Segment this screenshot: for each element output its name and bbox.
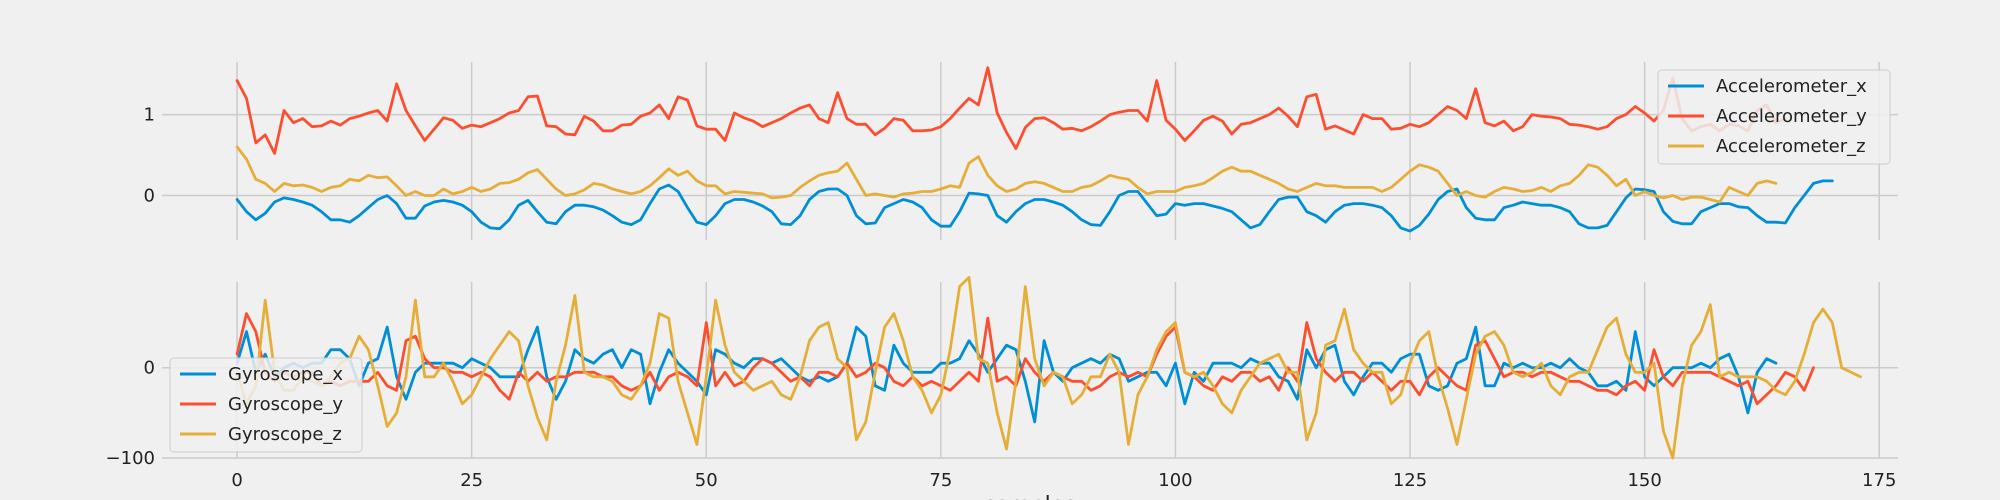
legend-label: Gyroscope_y	[228, 394, 343, 415]
y-tick-label: 0	[144, 186, 155, 207]
legend-frame	[1657, 69, 1891, 165]
y-tick-label: −100	[106, 448, 155, 469]
legend-frame	[169, 357, 363, 453]
series-line-accelerometer_z	[235, 145, 1778, 204]
legend: Gyroscope_x Gyroscope_y Gyroscope_z	[169, 357, 363, 453]
x-tick-label: 75	[929, 470, 952, 491]
legend-label: Accelerometer_x	[1716, 76, 1867, 97]
series-line-gyroscope_x	[235, 325, 1778, 424]
x-tick-label: 50	[695, 470, 718, 491]
y-tick-label: 0	[144, 358, 155, 379]
series-line-accelerometer_y	[235, 66, 1787, 155]
accelerometer-chart: 01Accelerometer_xAccelerometer_yAccelero…	[144, 62, 1898, 240]
x-tick-label: 25	[460, 470, 483, 491]
legend-label: Accelerometer_z	[1716, 136, 1866, 157]
x-tick-label: 150	[1627, 470, 1661, 491]
legend: Accelerometer_x Accelerometer_y Accelerome…	[1657, 69, 1891, 165]
legend-label: Accelerometer_y	[1716, 106, 1867, 127]
y-tick-label: 1	[144, 105, 155, 126]
x-tick-label: 125	[1393, 470, 1427, 491]
x-tick-label: 100	[1158, 470, 1192, 491]
x-axis-label: samples	[984, 493, 1075, 500]
x-tick-label: 0	[231, 470, 242, 491]
x-tick-label: 175	[1862, 470, 1896, 491]
series-line-accelerometer_x	[235, 179, 1834, 233]
series-line-gyroscope_y	[235, 312, 1815, 406]
legend-label: Gyroscope_z	[228, 424, 342, 445]
legend-label: Gyroscope_x	[228, 364, 343, 385]
series-line-gyroscope_z	[235, 276, 1862, 460]
